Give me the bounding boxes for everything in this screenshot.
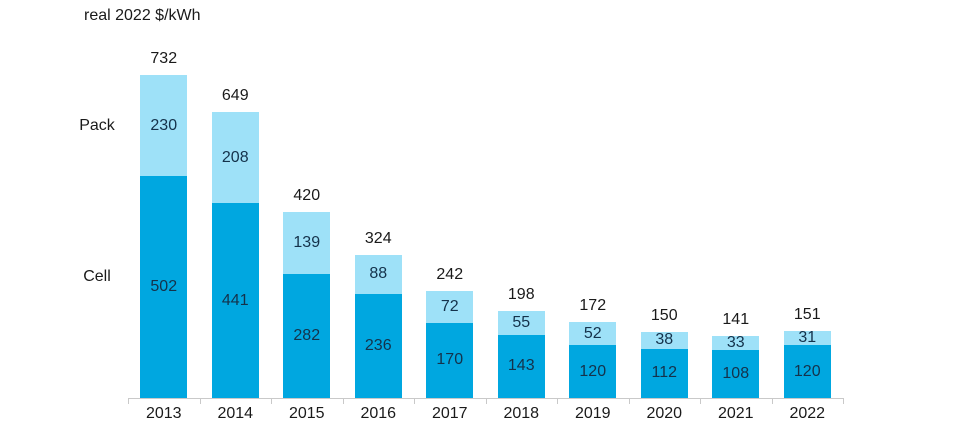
- x-axis-tick: [700, 398, 701, 404]
- total-label-2022: 151: [793, 306, 821, 324]
- x-axis-tick: [557, 398, 558, 404]
- bar-segment-pack-2019: [569, 322, 617, 346]
- cell-value-2013: 502: [150, 278, 178, 296]
- bar-segment-pack-2021: [712, 335, 760, 351]
- cell-value-2020: 112: [651, 364, 678, 382]
- bar-segment-cell-2022: [783, 345, 831, 398]
- cell-value-2018: 143: [507, 357, 535, 375]
- bar-segment-cell-2018: [497, 334, 545, 398]
- series-label-pack: Pack: [79, 117, 115, 134]
- x-tick-label-2021: 2021: [717, 405, 754, 422]
- x-axis-tick: [628, 398, 630, 404]
- bar-segment-pack-2018: [497, 310, 545, 335]
- bar-segment-cell-2019: [569, 345, 617, 398]
- x-tick-label-2017: 2017: [431, 405, 468, 422]
- cell-value-2014: 441: [221, 291, 249, 309]
- total-label-2021: 141: [722, 310, 750, 328]
- x-axis-tick: [128, 398, 129, 404]
- x-axis-tick: [271, 398, 272, 404]
- bar-segment-cell-2013: [140, 176, 188, 398]
- x-tick-label-2013: 2013: [145, 405, 182, 422]
- bar-segment-cell-2020: [640, 348, 688, 398]
- cell-value-2021: 108: [722, 365, 750, 383]
- bar-segment-pack-2022: [783, 331, 831, 346]
- x-tick-label-2016: 2016: [360, 405, 397, 422]
- x-tick-label-2022: 2022: [789, 405, 826, 422]
- bar-segment-cell-2016: [354, 293, 402, 398]
- x-axis-tick: [342, 398, 344, 404]
- total-label-2013: 732: [150, 50, 178, 67]
- x-tick-label-2014: 2014: [217, 405, 254, 422]
- total-label-2018: 198: [507, 285, 535, 303]
- pack-value-2013: 230: [150, 116, 178, 134]
- bar-segment-cell-2015: [283, 273, 331, 398]
- total-label-2014: 649: [221, 86, 249, 104]
- series-label-cell: Cell: [83, 268, 111, 285]
- chart-title: real 2022 $/kWh: [84, 7, 201, 24]
- x-axis-tick: [485, 398, 487, 404]
- bar-segment-pack-2020: [640, 331, 688, 349]
- total-label-2017: 242: [436, 266, 464, 284]
- cell-value-2015: 282: [293, 326, 321, 344]
- bar-segment-pack-2013: [140, 75, 188, 177]
- total-label-2019: 172: [579, 297, 607, 315]
- x-tick-label-2020: 2020: [646, 405, 683, 422]
- x-tick-label-2019: 2019: [574, 405, 611, 422]
- bar-segment-cell-2021: [712, 350, 760, 398]
- pack-value-2014: 208: [221, 148, 249, 166]
- x-tick-label-2015: 2015: [288, 405, 325, 422]
- total-label-2020: 150: [650, 306, 678, 324]
- x-axis-tick: [199, 398, 201, 404]
- pack-value-2021: 33: [726, 334, 745, 352]
- cell-value-2022: 120: [793, 362, 821, 380]
- bar-segment-cell-2014: [211, 203, 259, 398]
- bar-segment-pack-2014: [211, 111, 259, 204]
- cell-value-2016: 236: [364, 336, 392, 354]
- total-label-2015: 420: [293, 187, 321, 205]
- total-label-2016: 324: [364, 230, 392, 248]
- bar-segment-pack-2015: [283, 212, 331, 274]
- pack-value-2017: 72: [440, 298, 459, 316]
- bar-segment-pack-2016: [354, 255, 402, 294]
- x-axis-tick: [771, 398, 773, 404]
- cell-value-2017: 170: [436, 351, 464, 369]
- cell-value-2019: 120: [579, 362, 607, 380]
- pack-value-2015: 139: [293, 233, 321, 251]
- x-axis-tick: [414, 398, 415, 404]
- pack-value-2019: 52: [583, 324, 602, 342]
- pack-value-2022: 31: [798, 329, 817, 347]
- bar-segment-pack-2017: [426, 291, 474, 323]
- x-axis-tick: [843, 398, 844, 404]
- bar-segment-cell-2017: [426, 322, 474, 398]
- pack-value-2016: 88: [369, 265, 388, 283]
- x-tick-label-2018: 2018: [503, 405, 540, 422]
- pack-value-2020: 38: [655, 331, 674, 349]
- pack-value-2018: 55: [512, 313, 531, 331]
